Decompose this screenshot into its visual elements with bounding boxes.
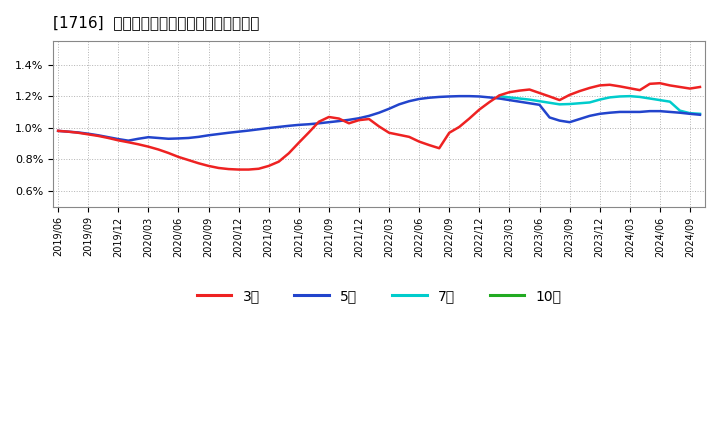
- 7年: [675, 108, 684, 114]
- 3年: [234, 167, 243, 172]
- 7年: [595, 97, 604, 102]
- 7年: [665, 99, 674, 104]
- 5年: [696, 112, 704, 117]
- 7年: [565, 101, 574, 106]
- 5年: [124, 138, 132, 143]
- 7年: [696, 111, 704, 117]
- 7年: [616, 94, 624, 99]
- 3年: [675, 84, 684, 90]
- 7年: [606, 95, 614, 100]
- 5年: [395, 102, 403, 107]
- 5年: [254, 127, 263, 132]
- 7年: [655, 97, 664, 103]
- 7年: [575, 101, 584, 106]
- 5年: [455, 94, 464, 99]
- 7年: [545, 100, 554, 106]
- 5年: [626, 109, 634, 114]
- 3年: [655, 81, 664, 86]
- 5年: [215, 132, 223, 137]
- 7年: [555, 102, 564, 107]
- 3年: [254, 166, 263, 172]
- Line: 5年: 5年: [58, 96, 700, 141]
- Legend: 3年, 5年, 7年, 10年: 3年, 5年, 7年, 10年: [191, 283, 567, 308]
- 7年: [505, 95, 514, 100]
- 7年: [495, 94, 504, 99]
- 7年: [535, 99, 544, 104]
- 3年: [54, 128, 63, 133]
- 7年: [685, 110, 694, 116]
- 5年: [54, 128, 63, 133]
- 3年: [204, 163, 213, 169]
- Line: 7年: 7年: [500, 96, 700, 114]
- Line: 3年: 3年: [58, 83, 700, 169]
- 3年: [696, 84, 704, 90]
- 3年: [616, 84, 624, 89]
- 7年: [636, 94, 644, 99]
- 7年: [646, 96, 654, 101]
- 7年: [585, 100, 594, 105]
- 5年: [675, 110, 684, 115]
- 3年: [335, 116, 343, 121]
- 5年: [335, 118, 343, 124]
- Text: [1716]  経常利益マージンの標準偏差の推移: [1716] 経常利益マージンの標準偏差の推移: [53, 15, 259, 30]
- 7年: [515, 96, 523, 101]
- 7年: [626, 94, 634, 99]
- 7年: [525, 97, 534, 102]
- 3年: [395, 132, 403, 137]
